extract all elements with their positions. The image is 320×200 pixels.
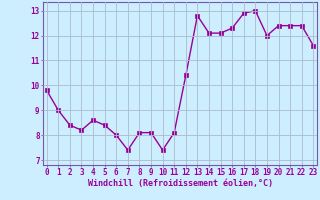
X-axis label: Windchill (Refroidissement éolien,°C): Windchill (Refroidissement éolien,°C) xyxy=(87,179,273,188)
